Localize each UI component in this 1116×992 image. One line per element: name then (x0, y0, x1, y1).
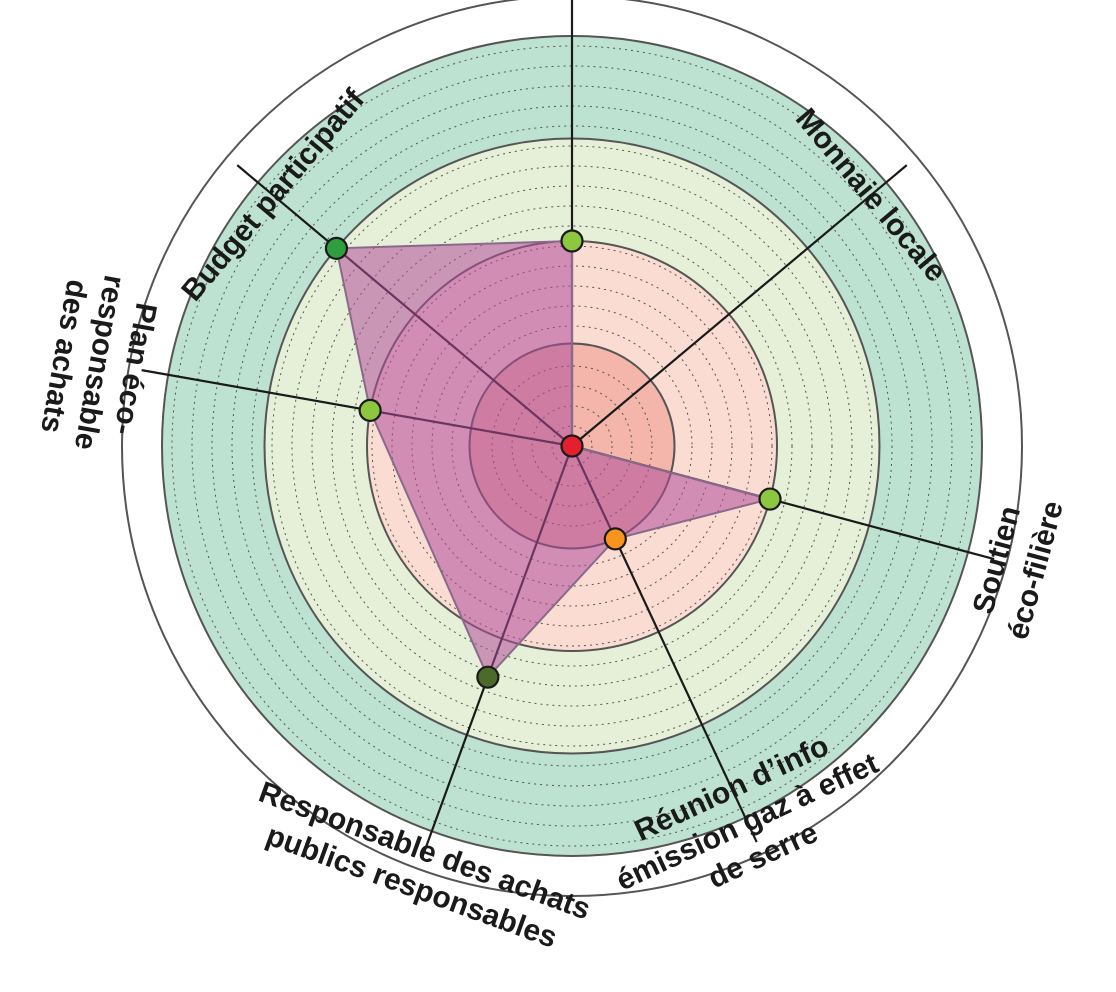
marker-budget-participatif (324, 236, 349, 260)
grid-circle (231, 105, 913, 787)
marker-group (324, 229, 782, 689)
series-polygon (335, 239, 774, 679)
axis-line-monnaie-locale (571, 164, 908, 447)
grid-circle (271, 145, 873, 747)
marker-reunion-info (603, 527, 627, 551)
grid-circle (211, 85, 933, 807)
marker-responsable-achats (476, 665, 500, 689)
grid-circle (291, 165, 853, 727)
grid-circle (331, 205, 813, 687)
marker-soutien-eco-filiere (758, 487, 782, 511)
grid-circle (411, 285, 733, 607)
grid-circle (491, 365, 653, 527)
marker-plan-eco-responsable (358, 398, 382, 423)
grid-circle (531, 405, 613, 487)
grid-circle (351, 225, 793, 667)
marker-top (560, 229, 584, 253)
center-marker (560, 434, 584, 458)
